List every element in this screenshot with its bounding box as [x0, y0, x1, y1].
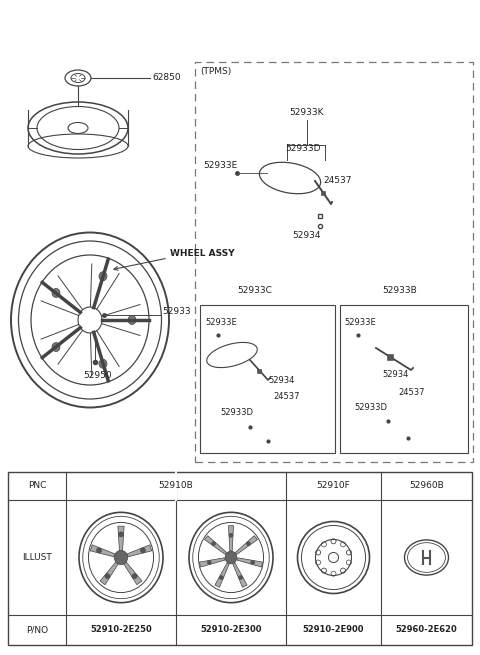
Text: 52934: 52934: [293, 231, 321, 240]
Text: 24537: 24537: [398, 388, 424, 397]
Text: 52960-2E620: 52960-2E620: [396, 626, 457, 635]
Polygon shape: [237, 558, 263, 567]
Ellipse shape: [212, 542, 216, 546]
Text: 52934: 52934: [382, 370, 408, 379]
Text: WHEEL ASSY: WHEEL ASSY: [170, 250, 235, 259]
Text: 52933E: 52933E: [203, 161, 237, 170]
Text: 52933C: 52933C: [238, 286, 273, 295]
Text: 52933D: 52933D: [354, 403, 387, 412]
Ellipse shape: [207, 561, 211, 565]
Polygon shape: [124, 562, 142, 585]
Ellipse shape: [96, 548, 102, 553]
Polygon shape: [228, 526, 234, 551]
Bar: [195, 62, 473, 462]
Ellipse shape: [239, 576, 243, 580]
Text: 52933E: 52933E: [344, 318, 376, 327]
Ellipse shape: [132, 574, 137, 578]
Text: (TPMS): (TPMS): [200, 67, 231, 76]
Polygon shape: [204, 536, 227, 554]
Text: 52910F: 52910F: [317, 481, 350, 491]
Text: 52933E: 52933E: [205, 318, 237, 327]
Ellipse shape: [225, 552, 237, 564]
Text: 52933D: 52933D: [285, 144, 321, 153]
Polygon shape: [90, 545, 115, 557]
Text: 52950: 52950: [84, 371, 112, 379]
Polygon shape: [215, 563, 229, 588]
Text: P/NO: P/NO: [26, 626, 48, 635]
Text: 52934: 52934: [268, 376, 294, 385]
Ellipse shape: [246, 542, 251, 546]
Text: 24537: 24537: [273, 392, 300, 401]
Ellipse shape: [119, 532, 123, 537]
Text: 52933: 52933: [162, 307, 191, 316]
Ellipse shape: [99, 272, 107, 281]
Text: 52933B: 52933B: [383, 286, 418, 295]
Text: PNC: PNC: [28, 481, 46, 491]
Text: 52910-2E300: 52910-2E300: [200, 626, 262, 635]
Polygon shape: [199, 558, 225, 567]
Ellipse shape: [141, 548, 145, 553]
Ellipse shape: [229, 533, 233, 537]
Bar: [340, 305, 468, 453]
Text: 24537: 24537: [323, 176, 351, 185]
Ellipse shape: [99, 359, 107, 368]
Polygon shape: [233, 563, 247, 588]
Bar: [8, 472, 472, 645]
Ellipse shape: [219, 576, 223, 580]
Polygon shape: [118, 526, 124, 551]
Ellipse shape: [251, 561, 255, 565]
Ellipse shape: [52, 343, 60, 352]
Ellipse shape: [52, 288, 60, 297]
Text: ILLUST: ILLUST: [22, 553, 52, 562]
Text: 52960B: 52960B: [409, 481, 444, 491]
Polygon shape: [235, 536, 257, 554]
Text: 52910-2E900: 52910-2E900: [303, 626, 364, 635]
Text: 52910-2E250: 52910-2E250: [90, 626, 152, 635]
Ellipse shape: [105, 574, 110, 578]
Polygon shape: [100, 562, 118, 585]
Text: 52933D: 52933D: [220, 408, 253, 417]
Text: 62850: 62850: [152, 73, 180, 83]
Ellipse shape: [128, 316, 136, 324]
Ellipse shape: [114, 550, 128, 565]
Bar: [200, 305, 335, 453]
Text: 52933K: 52933K: [290, 108, 324, 117]
Text: 52910B: 52910B: [158, 481, 193, 491]
Polygon shape: [127, 545, 152, 557]
